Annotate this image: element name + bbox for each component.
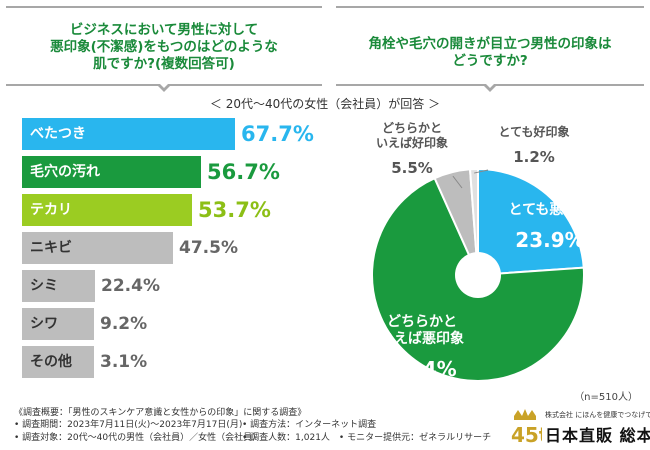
right-question-banner: 角栓や毛穴の開きが目立つ男性の印象は どうですか? — [336, 6, 644, 92]
bar-value-label: 22.4% — [101, 276, 160, 296]
badge-text: 45th — [511, 423, 542, 446]
pie-value-label: 69.4% — [387, 357, 456, 381]
pie-slice-label: いえば悪印象 — [380, 330, 464, 347]
bar — [22, 308, 94, 340]
right-banner-pointer — [482, 82, 498, 92]
pie-value-label: 23.9% — [515, 228, 584, 252]
survey-target: • 調査対象：20代〜40代の男性（会社員）／女性（会社員） — [14, 433, 262, 443]
respondent-note: ＜ 20代〜40代の女性（会社員）が回答 ＞ — [209, 97, 441, 111]
survey-count-provider: • 調査人数：1,021人 • モニター提供元：ゼネラルリサーチ — [242, 433, 492, 443]
left-question-text: ビジネスにおいて男性に対して 悪印象(不潔感)をもつのはどのような 肌ですか?(… — [50, 22, 278, 72]
survey-period: • 調査期間：2023年7月11日(火)〜2023年7月17日(月) — [14, 420, 243, 430]
survey-overview-title: 《調査概要：「男性のスキンケア意識と女性からの印象」に関する調査》 — [14, 408, 307, 418]
bar-category-label: その他 — [30, 354, 72, 370]
pie-slice — [477, 167, 585, 277]
bar — [22, 194, 192, 226]
pie-slice-label: どちらかと — [382, 121, 442, 135]
pie-center-hole — [455, 252, 501, 298]
bar-category-label: テカリ — [30, 202, 72, 218]
bar — [22, 270, 95, 302]
bar — [22, 156, 201, 188]
pie-leader-line — [474, 169, 489, 174]
bar-category-label: 毛穴の汚れ — [30, 164, 100, 180]
pie-slice — [468, 167, 479, 276]
bar-value-label: 67.7% — [241, 122, 314, 146]
bar — [22, 346, 94, 378]
pie-slice-label: とても悪印象 — [509, 201, 592, 218]
pie-value-label: 5.5% — [391, 159, 433, 177]
pie-slice-label: どちらかと — [387, 314, 457, 330]
pie-slice-label: とても好印象 — [498, 124, 569, 139]
bar-category-label: シワ — [30, 316, 58, 332]
pie-leader-line — [452, 175, 463, 189]
logo-tagline: 株式会社 にほんを健康でつなげていく — [545, 411, 650, 419]
sample-size-note: （n=510人） — [574, 392, 638, 403]
left-banner-pointer — [156, 82, 172, 92]
bar — [22, 118, 235, 150]
pie-slice-label: いえば好印象 — [376, 135, 448, 150]
bar-category-label: シミ — [30, 278, 58, 294]
anniversary-badge-icon: 45th — [511, 409, 542, 446]
bar-value-label: 9.2% — [100, 314, 148, 334]
bar-value-label: 3.1% — [100, 352, 148, 372]
right-question-text: 角栓や毛穴の開きが目立つ男性の印象は どうですか? — [368, 36, 612, 69]
left-question-banner: ビジネスにおいて男性に対して 悪印象(不潔感)をもつのはどのような 肌ですか?(… — [6, 6, 322, 92]
survey-method: • 調査方法：インターネット調査 — [242, 420, 377, 430]
bar-category-label: べたつき — [30, 126, 86, 142]
bar-value-label: 56.7% — [207, 160, 280, 184]
bar — [22, 232, 173, 264]
company-logo-name: 日本直販 総本社 — [545, 426, 650, 445]
pie-value-label: 1.2% — [513, 148, 555, 166]
pie-chart: とても悪印象23.9%どちらかといえば悪印象69.4%どちらかといえば好印象5.… — [371, 121, 592, 382]
bar-value-label: 47.5% — [179, 238, 238, 258]
bar-category-label: ニキビ — [30, 240, 72, 256]
bar-value-label: 53.7% — [198, 198, 271, 222]
